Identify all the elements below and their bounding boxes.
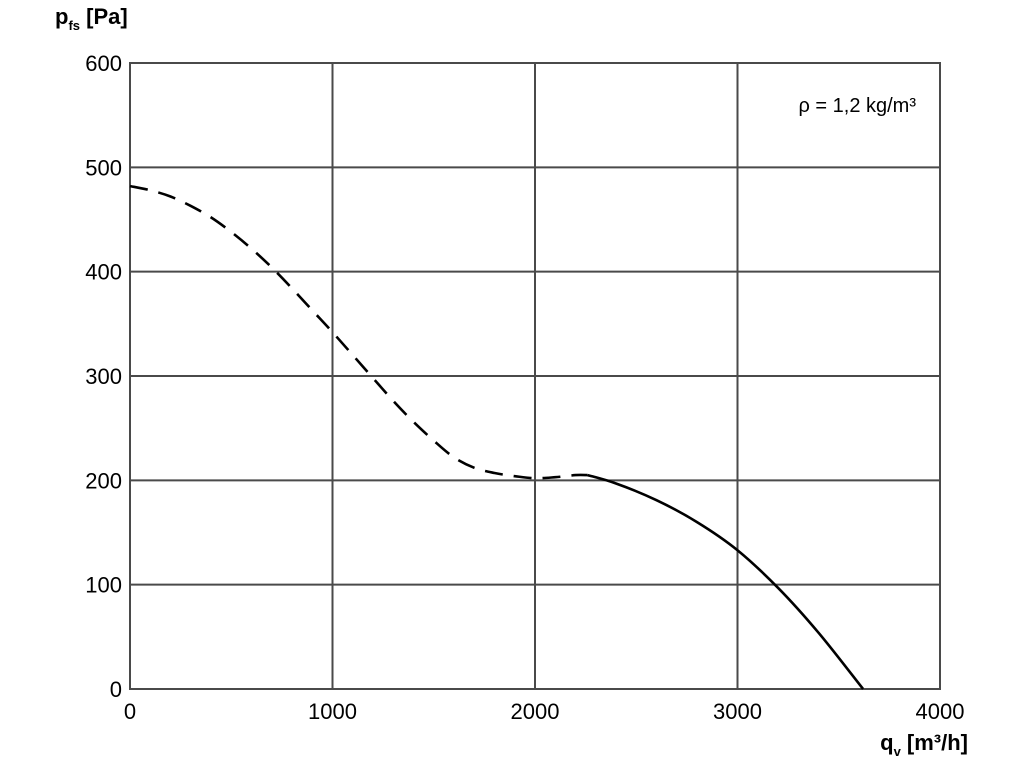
y-tick-label: 500 [85,155,122,180]
y-tick-label: 300 [85,364,122,389]
x-tick-label: 2000 [511,699,560,724]
y-tick-labels: 0 100 200 300 400 500 600 [85,51,122,702]
plot-frame [129,62,941,690]
y-tick-label: 600 [85,51,122,76]
dashed-curve-segment [129,184,588,480]
grid [130,63,940,689]
y-axis-label: pfs [Pa] [55,4,128,33]
y-tick-label: 0 [110,677,122,702]
y-tick-label: 200 [85,468,122,493]
y-tick-label: 100 [85,573,122,598]
x-tick-labels: 0 1000 2000 3000 4000 [124,699,965,724]
density-annotation: ρ = 1,2 kg/m³ [798,95,916,117]
y-axis-label-main: p [55,4,68,29]
y-axis-label-sub: fs [68,18,80,33]
x-axis-label: qv [m³/h] [880,730,968,759]
solid-curve-segment [587,473,865,690]
y-axis-label-unit: [Pa] [80,4,128,29]
x-tick-label: 0 [124,699,136,724]
curves [129,184,865,690]
x-tick-label: 4000 [916,699,965,724]
x-axis-label-main: q [880,730,893,755]
x-tick-label: 3000 [713,699,762,724]
x-tick-label: 1000 [308,699,357,724]
y-tick-label: 400 [85,260,122,285]
x-axis-label-unit: [m³/h] [901,730,968,755]
x-axis-label-sub: v [894,744,902,759]
